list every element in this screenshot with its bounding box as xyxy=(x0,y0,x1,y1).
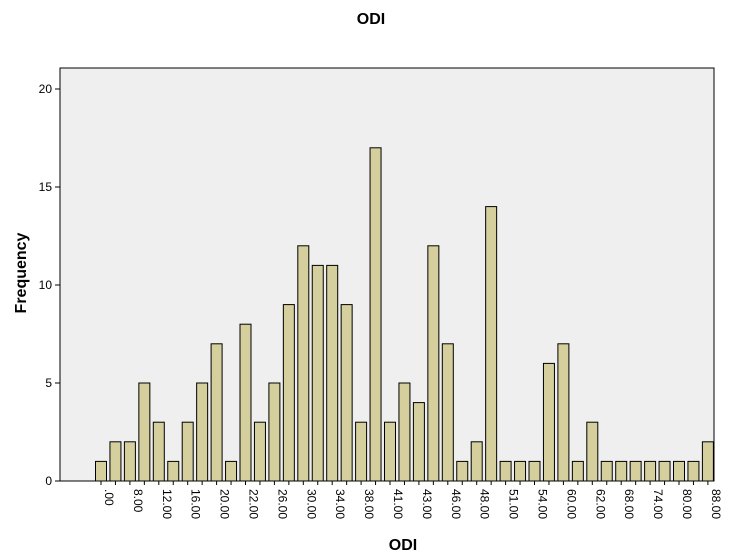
bar-14.00 xyxy=(167,460,180,482)
bar-18.00 xyxy=(196,382,209,482)
y-tick-label: 10 xyxy=(39,278,53,292)
x-tick-label: 12.00 xyxy=(160,489,174,519)
bar-28.00 xyxy=(282,304,295,482)
bar-51.00 xyxy=(499,460,512,482)
bar-47.00 xyxy=(456,460,469,482)
bar-61.00 xyxy=(571,460,584,482)
bar-84.00 xyxy=(687,460,700,482)
x-tick-label: 54.00 xyxy=(536,489,550,519)
bar-36.00 xyxy=(340,304,353,482)
x-tick-label: 26.00 xyxy=(275,489,289,519)
bar-8.00 xyxy=(123,441,136,482)
bar-74.00 xyxy=(644,460,657,482)
x-axis: .00 8.00 12.00 16.00 20.00 22.00 26.00 30.00 34.… xyxy=(100,481,723,519)
bar-52.00 xyxy=(514,460,527,482)
bar-80.00 xyxy=(673,460,685,482)
y-tick-label: 5 xyxy=(45,376,52,390)
bar-22.00 xyxy=(239,323,252,482)
x-tick-label: 62.00 xyxy=(593,489,607,519)
bar-40.00 xyxy=(369,147,382,482)
bar-41.00 xyxy=(384,421,396,482)
bar-66.00 xyxy=(600,460,613,482)
bar-72.00 xyxy=(629,460,642,482)
x-tick-label: 43.00 xyxy=(420,489,434,519)
bar-54.00 xyxy=(528,460,541,482)
bar-30.00 xyxy=(297,245,310,482)
bar-76.00 xyxy=(658,460,671,482)
bar-34.00 xyxy=(326,264,339,482)
x-tick-label: 8.00 xyxy=(131,489,145,513)
x-tick-label: 20.00 xyxy=(218,489,232,519)
x-tick-label: .00 xyxy=(102,489,116,506)
bar-58.00 xyxy=(542,362,555,482)
plot-area xyxy=(59,67,715,482)
y-axis-title: Frequency xyxy=(13,232,30,313)
x-tick-label: 38.00 xyxy=(362,489,376,519)
x-tick-label: 74.00 xyxy=(651,489,665,519)
bars-group xyxy=(95,147,714,482)
bar-26.00 xyxy=(268,382,281,482)
bar-6.00 xyxy=(109,441,122,482)
bar-43.00 xyxy=(412,402,425,482)
bar-88.00 xyxy=(701,441,714,482)
x-tick-label: 16.00 xyxy=(189,489,203,519)
bar-48.00 xyxy=(470,441,483,482)
bar-50.00 xyxy=(485,206,498,482)
bar-12.00 xyxy=(152,421,165,482)
bar-46.00 xyxy=(441,343,454,482)
x-tick-label: 34.00 xyxy=(333,489,347,519)
chart-title: ODI xyxy=(357,11,385,28)
x-tick-label: 41.00 xyxy=(391,489,405,519)
x-tick-label: 88.00 xyxy=(709,489,723,519)
bar-62.00 xyxy=(586,421,599,482)
x-tick-label: 68.00 xyxy=(622,489,636,519)
x-tick-label: 80.00 xyxy=(680,489,694,519)
bar-60.00 xyxy=(557,343,570,482)
y-tick-label: 15 xyxy=(39,180,53,194)
bar-16.00 xyxy=(181,421,194,482)
bar-38.00 xyxy=(355,421,368,482)
bar-68.00 xyxy=(615,460,628,482)
bar-44.00 xyxy=(427,245,440,482)
y-tick-label: 0 xyxy=(45,474,52,488)
bar-.00 xyxy=(95,460,107,482)
x-axis-title: ODI xyxy=(389,537,417,553)
bar-21.00 xyxy=(225,460,238,482)
x-tick-label: 22.00 xyxy=(247,489,261,519)
x-tick-label: 60.00 xyxy=(564,489,578,519)
y-axis: 0 5 10 15 20 xyxy=(39,82,60,488)
x-tick-label: 51.00 xyxy=(507,489,521,519)
bar-24.00 xyxy=(253,421,266,482)
y-tick-label: 20 xyxy=(39,82,53,96)
bar-42.00 xyxy=(398,382,411,482)
x-tick-label: 30.00 xyxy=(304,489,318,519)
bar-10.00 xyxy=(138,382,151,482)
x-tick-label: 48.00 xyxy=(478,489,492,519)
bar-20.00 xyxy=(210,343,223,482)
x-tick-label: 46.00 xyxy=(449,489,463,519)
bar-32.00 xyxy=(311,264,324,482)
